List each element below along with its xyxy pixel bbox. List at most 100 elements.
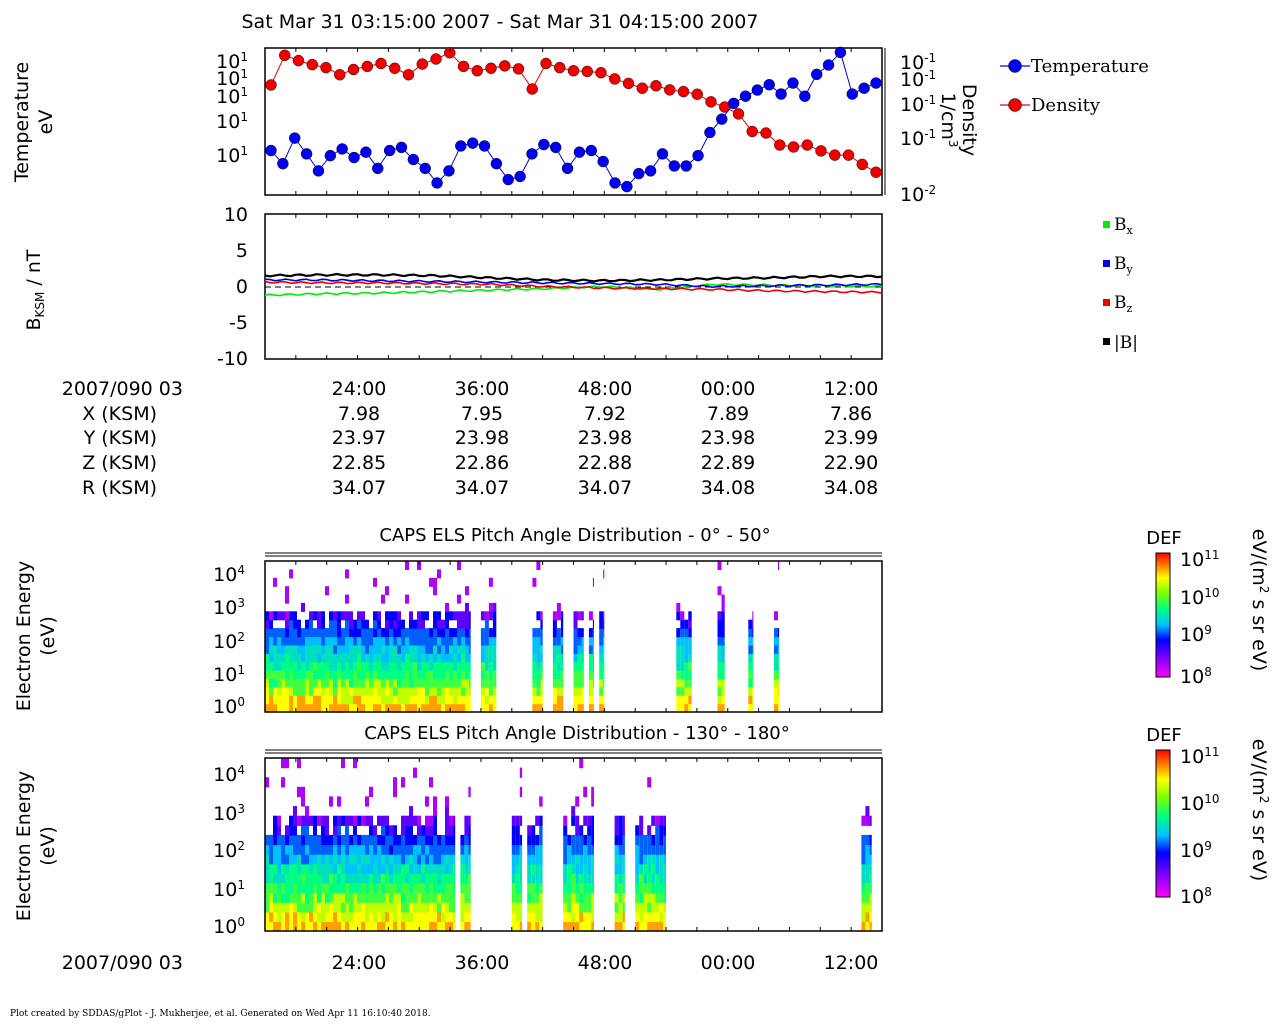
spectrogram-cell (647, 777, 652, 788)
spectrogram-cell (405, 844, 409, 855)
bx-trace (264, 282, 883, 297)
spectrogram-cell (389, 686, 393, 696)
spectrogram-cell (465, 636, 469, 646)
spectrogram-cell (273, 921, 277, 932)
spectrogram-cell (575, 844, 580, 855)
spectrogram-cell (449, 815, 453, 826)
spectrogram-cell (353, 815, 357, 826)
spectrogram-cell (492, 628, 497, 638)
spectrogram-cell (651, 902, 656, 913)
spectrogram-cell (321, 892, 325, 903)
spectrogram-cell (409, 825, 413, 836)
spectrogram-cell (441, 892, 445, 903)
spectrogram-cell (329, 863, 333, 874)
spectrogram-cell (511, 921, 516, 932)
spectrogram-cell (389, 844, 393, 855)
spectrogram-cell (277, 703, 281, 713)
spectrogram-cell (532, 695, 537, 705)
spectrogram-cell (752, 636, 754, 646)
spectrogram-cell (421, 834, 425, 846)
spectrogram-cell (774, 678, 778, 688)
spectrogram-cell (377, 678, 381, 688)
spectrogram-cell (397, 854, 401, 865)
spectrogram-cell (321, 911, 325, 922)
spectrogram-cell (421, 636, 425, 646)
spectrogram-cell (337, 619, 341, 629)
ephemeris-value: 34.08 (824, 477, 878, 499)
spectrogram-cell (655, 815, 660, 826)
density-point (361, 60, 373, 73)
spectrogram-cell (441, 921, 445, 932)
spectrogram-cell (571, 834, 576, 846)
spectrogram-cell (313, 636, 317, 646)
temperature-point (834, 46, 847, 59)
spectrogram-cell (361, 695, 365, 705)
spectrogram-cell (389, 892, 393, 903)
spectrogram-cell (377, 902, 381, 913)
ephemeris-value: 23.98 (578, 427, 632, 449)
spectrogram-cell (369, 653, 373, 663)
spectrogram-cell (655, 911, 660, 922)
spectrogram-cell (453, 653, 457, 663)
density-point (650, 80, 662, 92)
spectrogram-cell (453, 686, 457, 696)
density-point (801, 139, 813, 151)
spectrogram-cell (301, 834, 305, 846)
spectrogram-cell (511, 873, 516, 884)
spectrogram-cell (680, 636, 685, 646)
spectrogram-cell (401, 873, 405, 884)
spectrogram-cell (583, 844, 588, 855)
spectrogram-cell (603, 644, 605, 654)
spectrogram-cell (460, 854, 465, 865)
by-trace (264, 278, 883, 289)
spectrogram-cell (457, 644, 461, 654)
spectrogram-cell (313, 644, 317, 654)
spectrogram-cell (393, 873, 397, 884)
spectrogram-cell (297, 636, 301, 646)
spectrogram-cell (297, 892, 301, 903)
spectrogram-cell (369, 873, 373, 884)
spectrogram-cell (492, 661, 497, 671)
spectrogram-cell (869, 815, 872, 826)
spectrogram-cell (309, 815, 313, 826)
spectrogram-cell (453, 670, 457, 680)
spectrogram-cell (297, 661, 301, 671)
spectrogram-cell (345, 882, 349, 894)
temperature-point (704, 126, 716, 139)
spectrogram-cell (587, 882, 592, 894)
spectrogram-cell (365, 911, 369, 922)
temperature-point (336, 143, 348, 155)
spectrogram-cell (861, 892, 866, 903)
spectrogram-cell (457, 628, 461, 638)
spectrogram-cell (341, 636, 345, 646)
spectrogram-cell (397, 636, 401, 646)
spectrogram-cell (603, 611, 605, 621)
spectrogram-cell (385, 636, 389, 646)
spectrogram-cell (329, 661, 333, 671)
spectrogram-cell (321, 882, 325, 894)
spectrogram-cell (389, 834, 393, 846)
spectrogram-cell (437, 636, 441, 646)
spectrogram-cell (647, 844, 652, 855)
colorbar-tick: 1010 (1180, 792, 1219, 815)
spectrogram-cell (635, 892, 640, 903)
spectrogram-cell (333, 653, 337, 663)
spectrogram-cell (281, 686, 285, 696)
spectrogram-cell (587, 844, 592, 855)
spectrogram-cell (357, 902, 361, 913)
spectrogram-cell (349, 678, 353, 688)
spectrogram-cell (445, 619, 449, 629)
spectrogram-cell (369, 911, 373, 922)
spectrogram-cell (409, 863, 413, 874)
spectrogram-cell (532, 661, 537, 671)
spectrogram-cell (599, 619, 604, 629)
spectrogram-cell (317, 670, 321, 680)
spectrogram-cell (325, 911, 329, 922)
spectrogram-cell (373, 628, 377, 638)
spectrogram-cell (325, 644, 329, 654)
spectrogram-cell (409, 619, 413, 629)
spectrogram-cell (579, 825, 584, 836)
spectrogram-cell (365, 619, 369, 629)
temperature-point (526, 148, 538, 160)
spectrogram-cell (381, 844, 385, 855)
